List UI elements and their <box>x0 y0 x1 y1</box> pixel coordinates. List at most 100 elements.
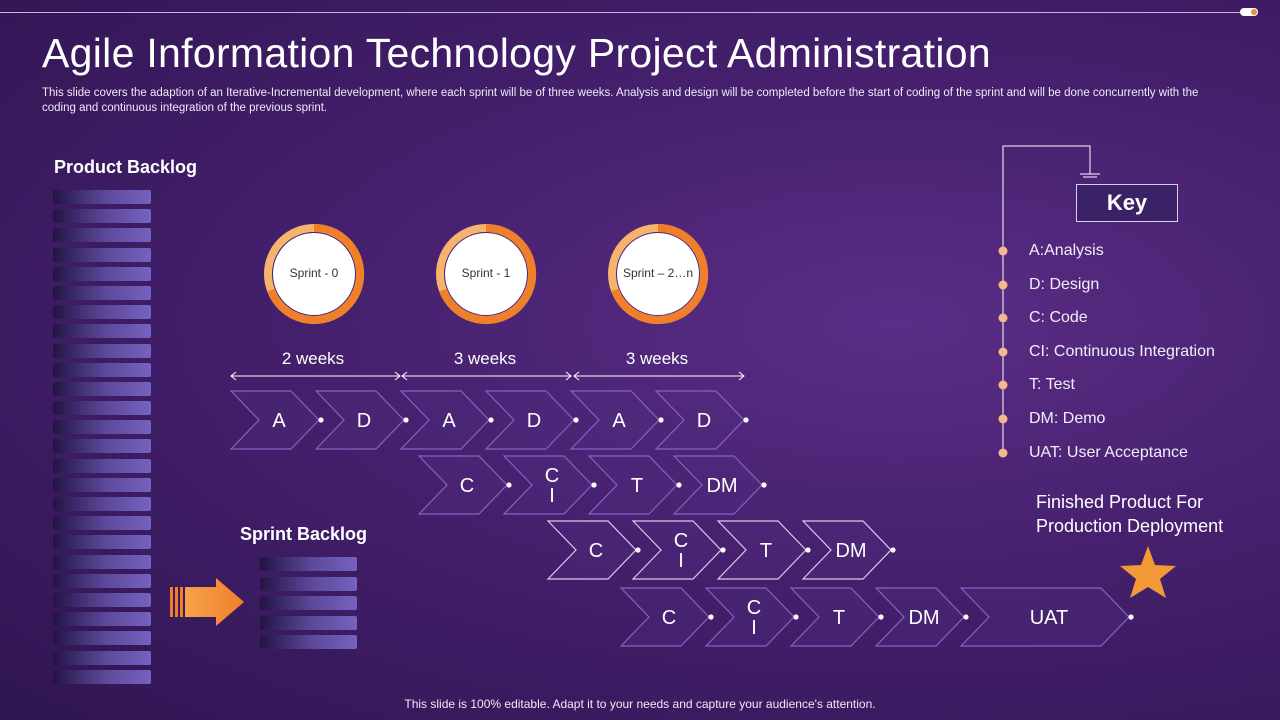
chevron-3-4: UAT <box>959 587 1134 647</box>
product-backlog-bar <box>53 420 151 435</box>
chevron-dot <box>963 614 969 620</box>
chevron-2-3: DM <box>801 520 896 580</box>
chevron-dot <box>506 482 512 488</box>
chevron-3-3: DM <box>874 587 969 647</box>
chevron-dot <box>658 417 664 423</box>
chevron-1-2: T <box>587 455 682 515</box>
product-backlog-bar <box>53 285 151 300</box>
product-backlog-bar <box>53 381 151 396</box>
product-backlog-label: Product Backlog <box>54 157 198 177</box>
sprint-1-label: Sprint - 1 <box>461 266 511 280</box>
duration-sprint-1: 3 weeks <box>453 349 517 368</box>
sprint-2-label: Sprint – 2…n <box>622 266 694 280</box>
key-item-code: C: Code <box>1029 309 1088 326</box>
chevron-label: A <box>272 410 286 432</box>
chevron-dot <box>708 614 714 620</box>
product-backlog-bar <box>53 592 151 607</box>
chevron-label: A <box>612 410 626 432</box>
chevron-0-2: A <box>399 390 494 450</box>
chevron-dot <box>635 547 641 553</box>
chevron-dot <box>878 614 884 620</box>
chevron-2-0: C <box>546 520 641 580</box>
chevron-dot <box>1128 614 1134 620</box>
chevron-dot <box>403 417 409 423</box>
product-backlog-bar <box>53 669 151 684</box>
sprint-1-circle <box>434 222 538 331</box>
page-subtitle: This slide covers the adaption of an Ite… <box>42 87 1199 114</box>
finished-product-label: Finished Product For Production Deployme… <box>1036 492 1224 536</box>
product-backlog-bar <box>53 190 151 204</box>
chevron-0-5: D <box>654 390 749 450</box>
chevron-0-3: D <box>484 390 579 450</box>
chevron-0-0: A <box>229 390 324 450</box>
product-backlog-bar <box>53 266 151 281</box>
sprint-backlog-bar <box>260 635 357 649</box>
product-backlog-bar <box>53 535 151 550</box>
slide-toggle-icon <box>1240 8 1258 16</box>
chevron-dot <box>890 547 896 553</box>
product-backlog-bar <box>53 516 151 531</box>
product-backlog-bar <box>53 401 151 416</box>
chevron-label: T <box>833 607 845 629</box>
sprint-2-circle <box>606 222 710 331</box>
chevron-dot <box>720 547 726 553</box>
sprint-0-label: Sprint - 0 <box>289 266 339 280</box>
sprint-backlog-stack <box>260 557 357 649</box>
product-backlog-bar <box>53 477 151 492</box>
chevron-dot <box>761 482 767 488</box>
chevron-dot <box>573 417 579 423</box>
chevron-label: DM <box>908 607 939 629</box>
product-backlog-bar <box>53 228 151 243</box>
key-item-design: D: Design <box>1029 276 1100 293</box>
chevron-label: D <box>697 410 711 432</box>
chevron-2-2: T <box>716 520 811 580</box>
duration-sprint-0: 2 weeks <box>281 349 345 368</box>
chevron-label: UAT <box>1030 607 1069 629</box>
chevron-label: DM <box>706 475 737 497</box>
product-backlog-bar <box>53 343 151 358</box>
chevron-dot <box>591 482 597 488</box>
chevron-label: C <box>747 597 761 619</box>
product-backlog-bar <box>53 439 151 454</box>
sprint-backlog-bar <box>260 615 357 630</box>
top-rule <box>0 12 1240 13</box>
key-title-box: Key <box>1076 184 1178 222</box>
chevron-label: I <box>549 485 555 507</box>
footer-note: This slide is 100% editable. Adapt it to… <box>404 697 876 711</box>
product-backlog-bar <box>53 650 151 665</box>
product-backlog-bar <box>53 305 151 320</box>
chevron-1-3: DM <box>672 455 767 515</box>
product-backlog-bar <box>53 497 151 511</box>
chevron-3-2: T <box>789 587 884 647</box>
backlog-arrow-icon <box>170 578 246 631</box>
sprint-backlog-bar <box>260 576 357 591</box>
chevron-2-1: CI <box>631 520 726 580</box>
chevron-dot <box>488 417 494 423</box>
key-item-analysis: A:Analysis <box>1029 242 1104 259</box>
key-item-demo: DM: Demo <box>1029 410 1106 427</box>
key-item-uat: UAT: User Acceptance <box>1029 444 1188 461</box>
chevron-label: C <box>589 540 603 562</box>
chevron-dot <box>805 547 811 553</box>
chevron-dot <box>793 614 799 620</box>
chevron-label: I <box>678 550 684 572</box>
chevron-label: D <box>357 410 371 432</box>
chevron-label: T <box>760 540 772 562</box>
chevron-label: C <box>460 475 474 497</box>
product-backlog-bar <box>53 247 151 262</box>
chevron-1-1: CI <box>502 455 597 515</box>
chevron-3-0: C <box>619 587 714 647</box>
chevron-dot <box>318 417 324 423</box>
key-item-test: T: Test <box>1029 376 1075 393</box>
product-backlog-bar <box>53 631 151 646</box>
product-backlog-bar <box>53 612 151 627</box>
chevron-label: I <box>751 617 757 639</box>
sprint-backlog-bar <box>260 596 357 610</box>
product-backlog-bar <box>53 573 151 588</box>
sprint-backlog-bar <box>260 557 357 571</box>
product-backlog-bar <box>53 362 151 377</box>
duration-sprint-2: 3 weeks <box>625 349 689 368</box>
